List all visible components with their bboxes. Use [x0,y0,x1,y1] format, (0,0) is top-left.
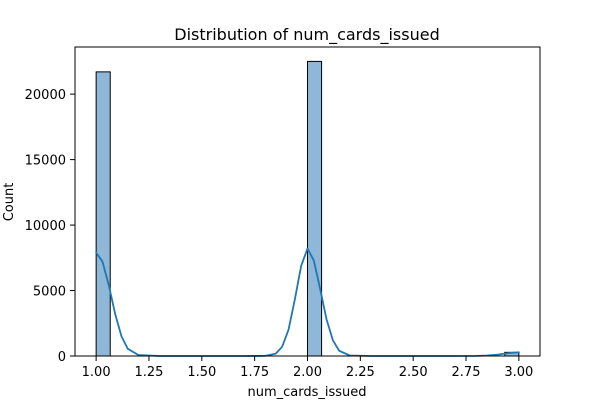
bars-layer [95,60,520,357]
x-tick-label: 1.75 [240,365,269,380]
histogram-bar [307,60,323,357]
x-tick-label: 2.25 [346,365,375,380]
x-tick-label: 1.00 [82,365,111,380]
y-ticks: 0 5000 10000 15000 20000 [25,88,75,365]
y-tick-label: 20000 [25,88,66,103]
x-ticks: 1.00 1.25 1.50 1.75 2.00 2.25 2.50 2.75 3.00 [82,356,533,380]
chart-title: Distribution of num_cards_issued [174,25,439,45]
y-axis-title: Count [2,183,17,222]
x-tick-label: 1.25 [135,365,164,380]
histogram-bar [95,71,111,357]
y-tick-label: 15000 [25,154,66,169]
x-tick-label: 3.00 [504,365,533,380]
x-axis-title: num_cards_issued [247,385,366,400]
x-tick-label: 2.75 [452,365,481,380]
x-tick-label: 2.00 [293,365,322,380]
x-tick-label: 1.50 [187,365,216,380]
y-tick-label: 0 [58,350,66,365]
y-tick-label: 5000 [33,285,66,300]
y-tick-label: 10000 [25,219,66,234]
x-tick-label: 2.50 [399,365,428,380]
